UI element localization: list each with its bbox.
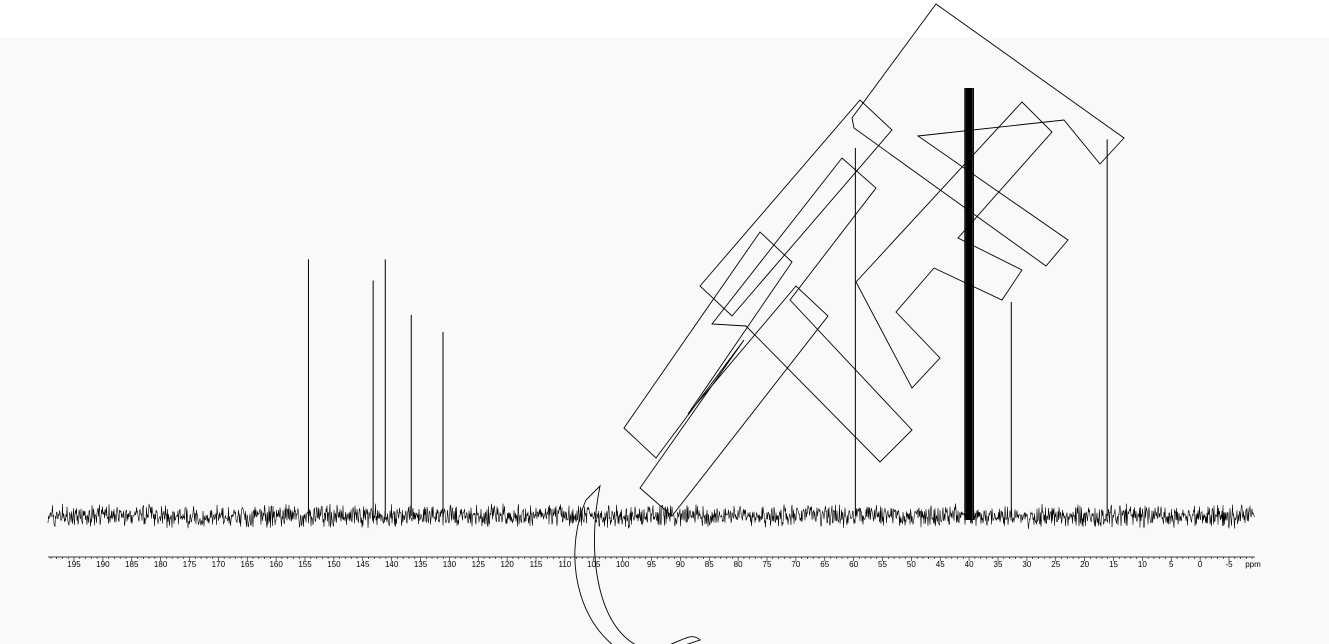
tick-label: 60 — [849, 560, 858, 569]
watermark-letter-h — [624, 232, 828, 516]
tick-label: 175 — [183, 560, 197, 569]
tick-label: 95 — [647, 560, 656, 569]
watermark-letter-n — [852, 4, 1124, 266]
tick-label: 55 — [878, 560, 887, 569]
tick-label: 155 — [298, 560, 312, 569]
watermark-letter-i — [700, 100, 892, 316]
tick-label: 20 — [1080, 560, 1089, 569]
tick-label: 75 — [763, 560, 772, 569]
tick-label: -5 — [1225, 560, 1233, 569]
tick-label: 110 — [558, 560, 571, 569]
watermark-letter-m — [712, 158, 912, 462]
axis-unit-label: ppm — [1245, 560, 1261, 569]
tick-label: 25 — [1051, 560, 1060, 569]
tick-label: 165 — [241, 560, 255, 569]
tick-label: 100 — [616, 560, 630, 569]
tick-label: 0 — [1198, 560, 1203, 569]
tick-label: 65 — [820, 560, 829, 569]
tick-label: 35 — [994, 560, 1003, 569]
tick-label: 145 — [356, 560, 370, 569]
tick-label: 120 — [500, 560, 514, 569]
tick-label: 150 — [327, 560, 341, 569]
tick-label: 160 — [269, 560, 283, 569]
tick-label: 85 — [705, 560, 714, 569]
tick-label: 190 — [96, 560, 110, 569]
tick-label: 135 — [414, 560, 428, 569]
watermark-logo — [575, 4, 1124, 644]
tick-label: 45 — [936, 560, 945, 569]
tick-label: 30 — [1022, 560, 1031, 569]
tick-label: 130 — [443, 560, 457, 569]
x-axis: 195 190 185 180 175 170 165 160 155 150 145 140 135 1… — [48, 557, 1261, 569]
tick-label: 90 — [676, 560, 685, 569]
tick-label: 195 — [67, 560, 81, 569]
tick-label: 10 — [1138, 560, 1147, 569]
tick-label: 125 — [472, 560, 486, 569]
spectrum-layer — [48, 88, 1255, 529]
tick-label: 105 — [587, 560, 601, 569]
tick-label: 140 — [385, 560, 399, 569]
tick-label: 40 — [965, 560, 974, 569]
tick-label: 70 — [791, 560, 800, 569]
tick-label: 15 — [1109, 560, 1118, 569]
baseline-noise — [48, 504, 1255, 529]
tick-label: 180 — [154, 560, 168, 569]
tick-label: 5 — [1169, 560, 1174, 569]
tick-label: 50 — [907, 560, 916, 569]
watermark-letter-e — [856, 102, 1052, 388]
tick-label: 170 — [212, 560, 226, 569]
tick-label: 80 — [734, 560, 743, 569]
tick-label: 115 — [530, 560, 543, 569]
tick-label: 185 — [125, 560, 139, 569]
